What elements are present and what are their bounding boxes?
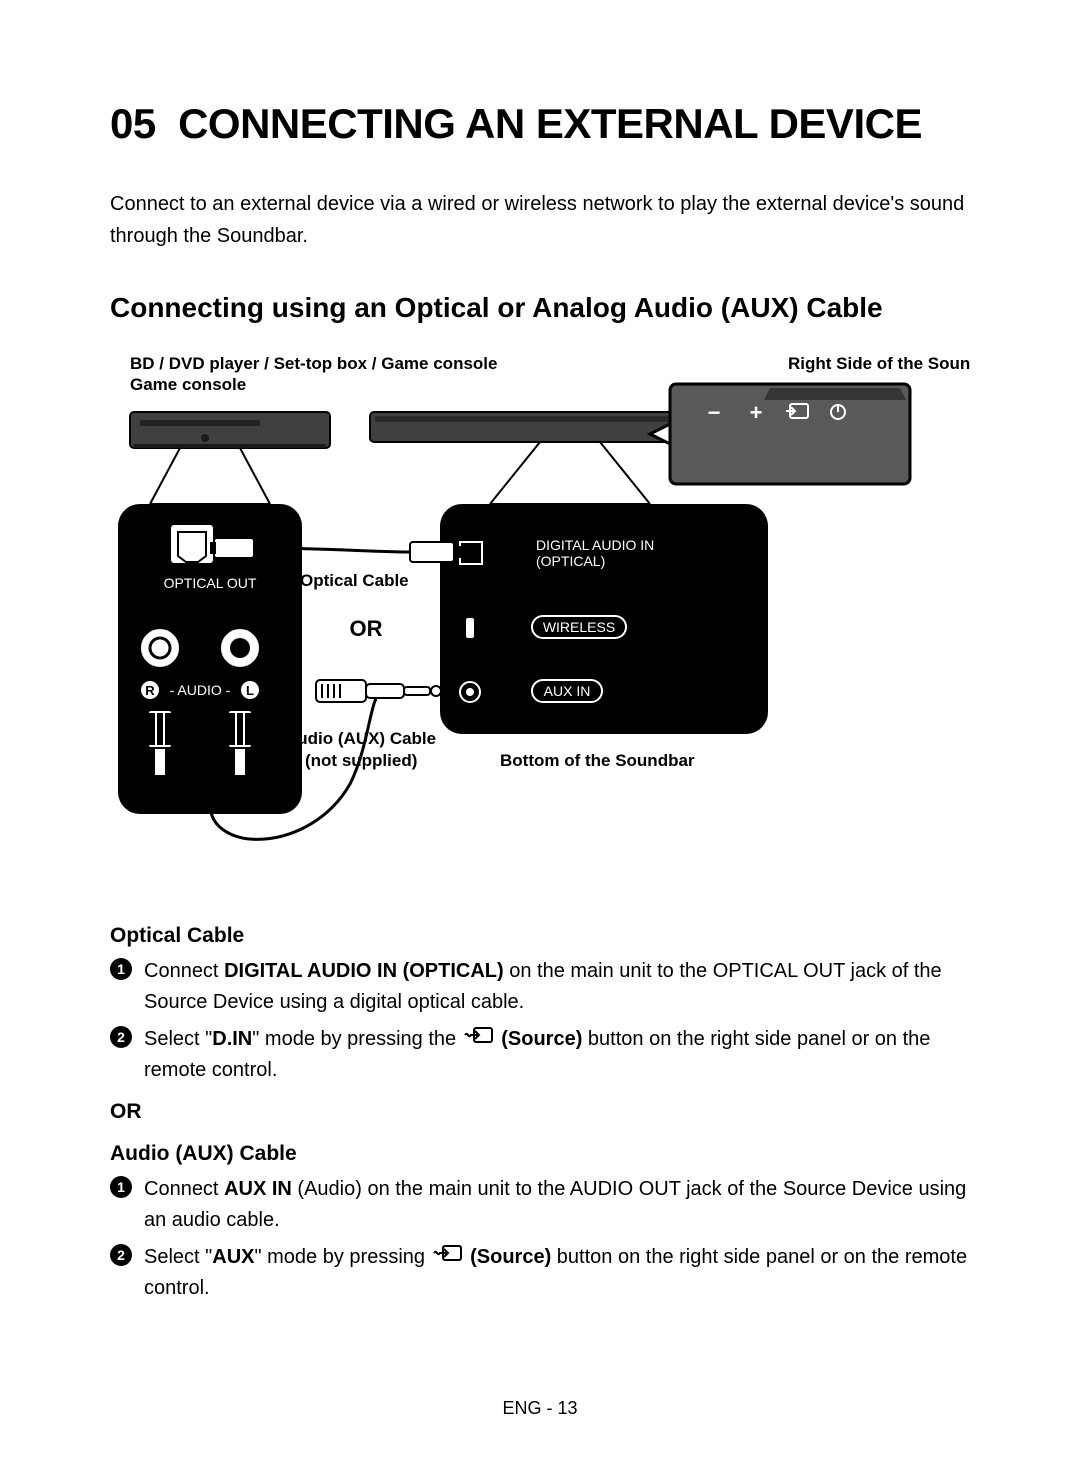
source-device-label: BD / DVD player / Set-top box / Game con… [130,354,497,373]
optical-heading: Optical Cable [110,924,970,948]
chapter-number: 05 [110,100,156,147]
svg-text:Game console: Game console [130,375,246,394]
chapter-title-text: CONNECTING AN EXTERNAL DEVICE [178,100,922,147]
svg-text:L: L [246,683,254,698]
optical-step-2: 2 Select "D.IN" mode by pressing the (So… [110,1024,970,1086]
aux-in-label: AUX IN [544,683,591,699]
chapter-title: 05 CONNECTING AN EXTERNAL DEVICE [110,100,970,148]
right-side-panel: − + [650,384,910,484]
optical-cable [210,538,462,562]
step-number-icon: 1 [110,958,132,980]
wireless-label: WIRELESS [543,619,615,635]
optical-out-label: OPTICAL OUT [164,575,257,591]
right-side-label: Right Side of the Soundbar [788,354,970,373]
source-device [130,412,330,448]
soundbar-bottom-panel: DIGITAL AUDIO IN (OPTICAL) WIRELESS AUX … [440,504,768,734]
or-separator: OR [110,1100,970,1124]
aux-step-1: 1 Connect AUX IN (Audio) on the main uni… [110,1174,970,1236]
aux-step-2: 2 Select "AUX" mode by pressing (Source)… [110,1242,970,1304]
intro-paragraph: Connect to an external device via a wire… [110,188,970,252]
aux-cable-label-2: (not supplied) [305,751,417,770]
svg-text:R: R [145,683,155,698]
optical-cable-label: Optical Cable [300,571,409,590]
connection-diagram: BD / DVD player / Set-top box / Game con… [110,354,970,894]
bottom-label: Bottom of the Soundbar [500,751,695,770]
step-number-icon: 1 [110,1176,132,1198]
source-icon [464,1024,494,1055]
page-footer: ENG - 13 [0,1398,1080,1419]
optical-steps: 1 Connect DIGITAL AUDIO IN (OPTICAL) on … [110,956,970,1086]
svg-text:(OPTICAL): (OPTICAL) [536,553,605,569]
vol-down-icon: − [708,400,721,425]
aux-cable-label-1: Audio (AUX) Cable [285,729,436,748]
svg-text:- AUDIO -: - AUDIO - [170,682,231,698]
optical-step-1: 1 Connect DIGITAL AUDIO IN (OPTICAL) on … [110,956,970,1018]
step-number-icon: 2 [110,1244,132,1266]
aux-steps: 1 Connect AUX IN (Audio) on the main uni… [110,1174,970,1304]
step-number-icon: 2 [110,1026,132,1048]
digital-audio-in-label: DIGITAL AUDIO IN [536,537,654,553]
aux-heading: Audio (AUX) Cable [110,1142,970,1166]
section-title: Connecting using an Optical or Analog Au… [110,292,970,324]
vol-up-icon: + [750,400,763,425]
or-label: OR [350,616,383,641]
source-icon [433,1242,463,1273]
